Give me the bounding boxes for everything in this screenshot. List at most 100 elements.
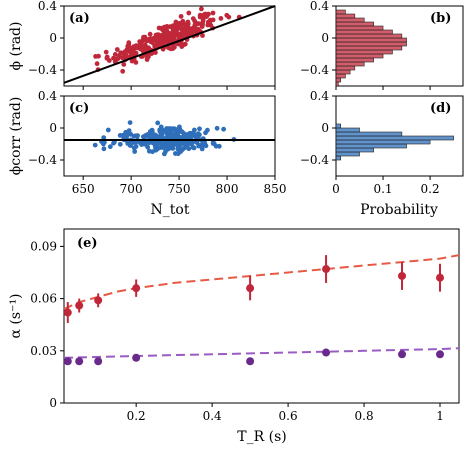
panel-e-plot: 0 0.03 0.06 0.09 0.2 0.4 0.6 0.8 1: [30, 239, 460, 423]
panel-c-point: [158, 127, 163, 133]
panel-e-xtick-label-3: 0.8: [355, 409, 374, 423]
panel-c-point: [201, 141, 207, 147]
panel-a-point: [124, 48, 130, 53]
panel-a-point: [153, 50, 158, 55]
panel-c-point: [92, 142, 98, 148]
panel-b-bar-1: [335, 77, 342, 83]
panel-e-frame: [63, 228, 460, 404]
panel-e-series-1-point-4: [246, 357, 255, 366]
panel-e-xlabel: T_R (s): [237, 429, 286, 445]
panel-c-xtick-label-4: 850: [264, 182, 287, 196]
panel-a-point: [193, 26, 199, 32]
panel-a-point: [94, 61, 100, 67]
panel-d-bar-2: [335, 147, 374, 153]
panel-c-point: [151, 132, 157, 138]
panel-d-bar-8: [335, 123, 342, 129]
panel-e-xtick-label-0: 0.2: [127, 409, 146, 423]
panel-d-ytick-label-0: 0.4: [310, 89, 329, 103]
panel-c-point: [213, 143, 219, 149]
panel-b-bar-7: [335, 53, 384, 59]
panel-e-series-1-point-6: [398, 350, 407, 359]
panel-a-point: [147, 31, 153, 37]
panel-c-point: [176, 129, 181, 135]
panel-e-series-1-point-1: [75, 357, 84, 366]
panel-e-series-1-point-5: [322, 348, 331, 357]
panel-a-point: [190, 16, 196, 21]
panel-c-point: [155, 120, 161, 126]
panel-a-point: [204, 14, 210, 19]
panel-a-point: [154, 38, 159, 44]
panel-b-bar-0: [335, 81, 339, 87]
panel-a-fit-line: [63, 5, 276, 84]
panel-b-bar-5: [335, 61, 365, 67]
panel-a-point: [160, 39, 166, 45]
panel-e-series-1-point-3: [132, 353, 141, 362]
panel-e-xtick-label-1: 0.4: [203, 409, 222, 423]
panel-a-point: [156, 25, 162, 31]
panel-a-ytick-label-1: 0: [49, 31, 57, 45]
panel-c-point: [117, 133, 123, 138]
panel-b-bar-2: [335, 73, 346, 79]
panel-d-plot: 0.4 0 −0.4 0 0.1 0.2: [300, 89, 454, 196]
panel-a-point: [166, 45, 171, 51]
panel-e-series-0-point-7: [436, 273, 445, 282]
panel-c-point: [214, 125, 220, 131]
panel-c-point: [101, 135, 107, 141]
panel-a-point: [137, 39, 143, 44]
panel-c-xtick-label-0: 650: [72, 182, 95, 196]
panel-a-point: [173, 19, 179, 25]
panel-c-point: [177, 124, 182, 130]
panel-d-bar-4: [335, 139, 431, 145]
panel-a-ylabel: ϕ (rad): [8, 22, 24, 71]
panel-a-point: [161, 24, 167, 30]
panel-a-point: [113, 57, 119, 62]
panel-c-point: [157, 140, 163, 146]
panel-c-point: [168, 144, 174, 149]
panel-c-point: [160, 144, 166, 150]
panel-e-series-0-point-1: [75, 301, 84, 310]
panel-e-xtick-label-2: 0.6: [279, 409, 298, 423]
panel-c-point: [125, 132, 131, 138]
panel-c-point: [133, 144, 139, 149]
panel-a-point: [142, 44, 148, 50]
panel-a-point: [199, 6, 204, 12]
panel-b-bar-14: [335, 25, 384, 31]
panel-a-point: [207, 18, 213, 24]
panel-c-point: [177, 148, 183, 154]
panel-a-point: [172, 30, 178, 36]
panel-a-ytick-label-0: 0.4: [38, 0, 57, 13]
panel-e-series-0-point-6: [398, 271, 407, 280]
panel-a-point: [117, 53, 122, 58]
panel-a-point: [179, 44, 185, 49]
panel-c-point: [105, 127, 111, 133]
panel-a-point: [200, 16, 206, 22]
panel-d-bar-3: [335, 143, 407, 149]
panel-a-plot: 0.4 0 −0.4: [28, 0, 276, 90]
panel-c-point: [194, 133, 199, 139]
panel-c-xlabel: N_tot: [151, 202, 190, 218]
panel-c-xtick-label-1: 700: [120, 182, 143, 196]
panel-c-xtick-label-3: 800: [216, 182, 239, 196]
panel-c-point: [150, 140, 156, 146]
panel-d-bar-7: [335, 127, 360, 133]
panel-c-point: [127, 120, 133, 125]
panel-a-point: [152, 44, 158, 50]
panel-a-point: [178, 14, 184, 19]
panel-e-series-1-point-7: [436, 350, 445, 359]
panel-e-xtick-label-4: 1: [436, 409, 444, 423]
panel-a-point: [218, 16, 224, 21]
panel-c-point: [150, 149, 155, 155]
panel-e-ylabel: α (s⁻¹): [8, 293, 24, 338]
panel-a-point: [96, 53, 101, 59]
panel-b-ytick-label-1: 0: [321, 31, 329, 45]
panel-d-bar-1: [335, 151, 360, 157]
panel-e-series-0-point-3: [132, 284, 141, 293]
panel-a-point: [114, 47, 120, 52]
panel-b-bar-6: [335, 57, 374, 63]
panel-c-frame: [63, 95, 276, 177]
panel-e-ytick-label-1: 0.03: [30, 344, 57, 358]
panel-b-bar-17: [335, 13, 356, 19]
panel-d-xtick-label-2: 0.2: [421, 182, 440, 196]
panel-a-point: [103, 49, 109, 55]
panel-b-plot: 0.4 0 −0.4: [300, 0, 431, 90]
